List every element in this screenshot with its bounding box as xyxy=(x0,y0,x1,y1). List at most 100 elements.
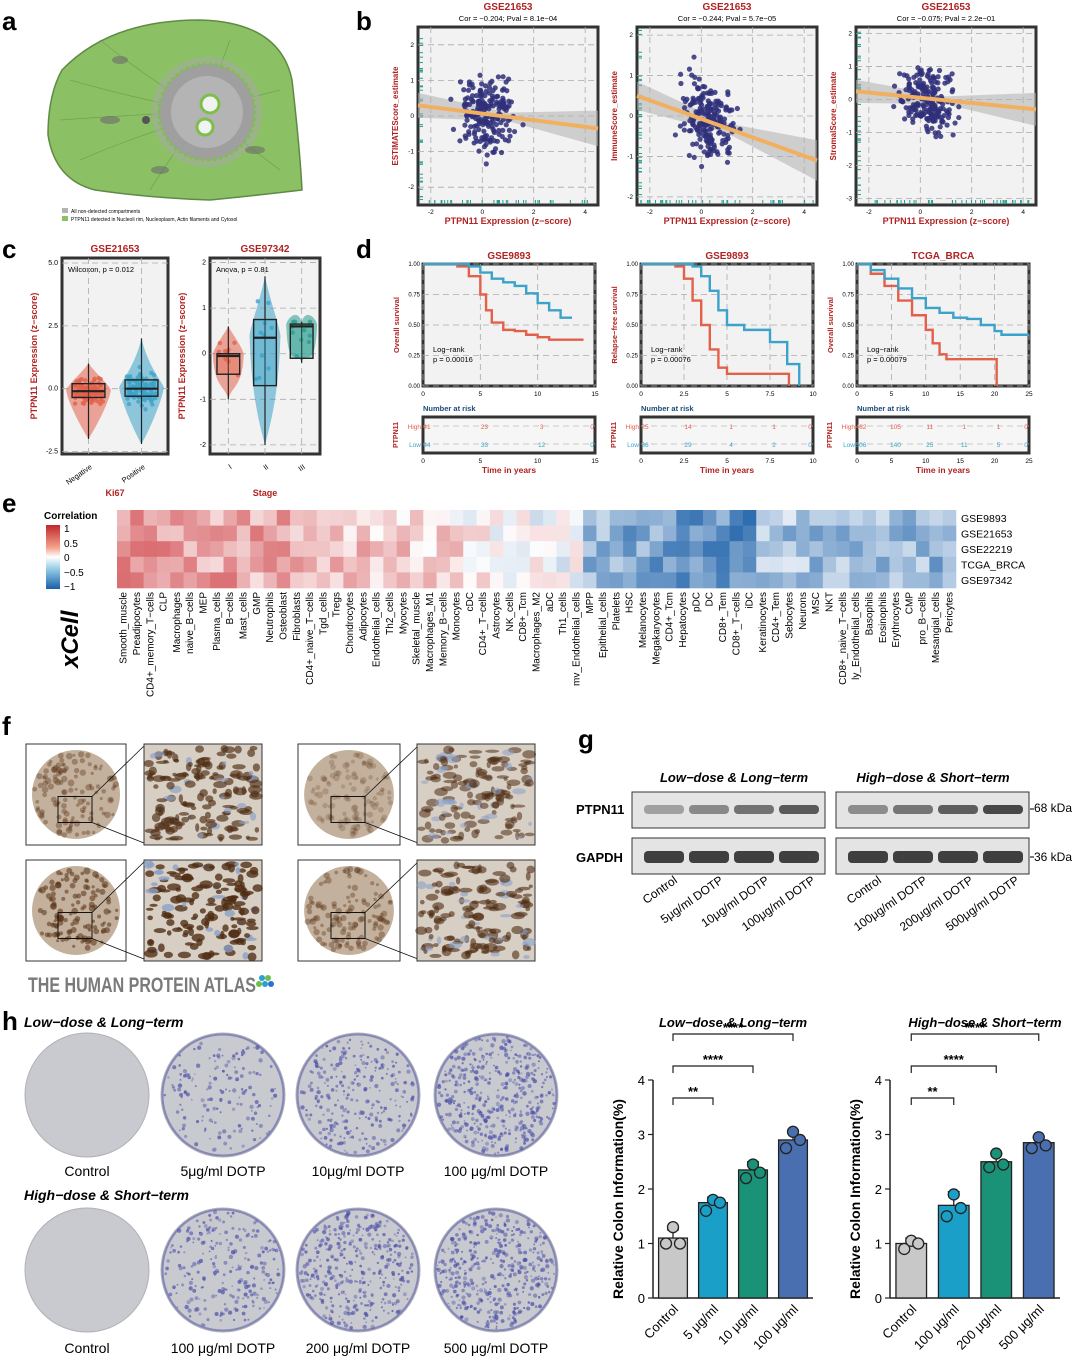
y-tick-label: 0 xyxy=(202,351,206,358)
colony xyxy=(492,1319,496,1323)
ihc-stain xyxy=(73,874,80,881)
colony xyxy=(456,1121,460,1125)
colony xyxy=(382,1110,386,1113)
ihc-stain xyxy=(323,872,330,879)
ihc-stain xyxy=(67,779,75,787)
scatter-point xyxy=(482,83,489,89)
colony xyxy=(473,1090,477,1094)
ihc-stain xyxy=(66,867,73,874)
colony-dish: 200 μg/ml DOTP xyxy=(295,1207,421,1356)
colony xyxy=(319,1297,322,1301)
colony xyxy=(481,1276,486,1281)
heatmap-cell xyxy=(689,510,704,526)
colony xyxy=(406,1069,411,1074)
ihc-stain xyxy=(52,777,59,784)
box-point xyxy=(259,353,265,358)
colony xyxy=(506,1227,510,1232)
data-point xyxy=(912,1237,925,1250)
colony xyxy=(367,1283,370,1286)
colony xyxy=(356,1223,361,1227)
heatmap-cell xyxy=(183,510,198,526)
risk-value: 36 xyxy=(641,442,649,449)
boxplot-annotation: Wilcoxon, p = 0.012 xyxy=(68,265,134,274)
heatmap-cell xyxy=(236,541,251,558)
colony xyxy=(461,1232,466,1237)
colony xyxy=(476,1257,479,1260)
colony xyxy=(335,1089,338,1092)
colony xyxy=(410,1113,413,1117)
x-tick-label: 20 xyxy=(991,391,999,398)
heatmap-cell xyxy=(862,525,877,542)
heatmap-cell xyxy=(902,510,917,526)
ihc-stain xyxy=(342,811,347,817)
scatter-point xyxy=(483,88,489,95)
ihc-stain xyxy=(75,803,80,807)
colony xyxy=(193,1047,196,1051)
colony xyxy=(452,1100,455,1103)
heatmap-cell xyxy=(796,556,810,573)
ihc-stain xyxy=(252,884,263,892)
colony xyxy=(519,1096,523,1100)
ihc-stain xyxy=(35,808,40,813)
ihc-stain xyxy=(499,874,511,883)
scatter-y-label: ESTIMATEScore_estimate xyxy=(391,66,400,166)
colony xyxy=(504,1048,507,1051)
heatmap-col-label: CD4+_T−cells xyxy=(478,592,489,655)
colony xyxy=(451,1075,456,1080)
ihc-stain xyxy=(204,760,213,770)
colony xyxy=(222,1220,226,1224)
heatmap-cell xyxy=(223,525,238,542)
colony xyxy=(519,1233,522,1237)
heatmap-cell xyxy=(809,510,824,526)
colony xyxy=(222,1273,226,1277)
heatmap-cell xyxy=(809,541,824,558)
colony xyxy=(183,1274,187,1278)
colony xyxy=(499,1305,504,1310)
heatmap-cell xyxy=(596,541,611,558)
blot-band xyxy=(983,805,1023,814)
heatmap-cell xyxy=(156,556,171,573)
colony xyxy=(358,1117,361,1120)
y-tick-label: -2 xyxy=(200,442,206,449)
colony xyxy=(502,1274,505,1277)
colony xyxy=(214,1245,217,1247)
blot-size-36: 36 kDa xyxy=(1034,850,1072,864)
ihc-stain xyxy=(492,787,502,795)
colony xyxy=(322,1070,327,1074)
survival-x-label: Time in years xyxy=(482,465,536,475)
colony xyxy=(516,1054,519,1057)
colony xyxy=(486,1115,491,1120)
scatter-point xyxy=(925,99,931,105)
scatter-point xyxy=(482,133,488,139)
colony xyxy=(380,1301,383,1304)
ihc-stain xyxy=(72,944,76,948)
ihc-stain xyxy=(199,908,206,914)
colony xyxy=(253,1277,256,1280)
colony xyxy=(195,1219,199,1223)
heatmap-col-label: Neutrophils xyxy=(265,592,276,643)
ihc-stain xyxy=(446,754,460,764)
colony xyxy=(318,1131,323,1135)
heatmap-cell xyxy=(183,525,198,542)
boxplot-y-label: PTPN11 Expression (z−score) xyxy=(177,293,187,420)
ihc-stain xyxy=(102,883,107,888)
ihc-stain xyxy=(475,770,480,778)
heatmap-cell xyxy=(836,510,850,526)
heatmap-cell xyxy=(449,510,464,526)
ihc-stain xyxy=(522,893,533,897)
heatmap-cell xyxy=(676,525,690,542)
scatter-point xyxy=(672,132,679,138)
heatmap-cell xyxy=(196,525,211,542)
ihc-stain xyxy=(239,908,245,916)
ihc-stain xyxy=(79,789,85,795)
ihc-stain xyxy=(424,821,432,830)
ihc-stain xyxy=(468,749,483,754)
heatmap-cell xyxy=(742,510,757,526)
scatter-point xyxy=(687,102,693,108)
heatmap-cell xyxy=(383,510,397,526)
colony xyxy=(483,1289,488,1294)
colony xyxy=(373,1226,378,1231)
colony xyxy=(231,1211,235,1215)
colony xyxy=(477,1141,480,1143)
